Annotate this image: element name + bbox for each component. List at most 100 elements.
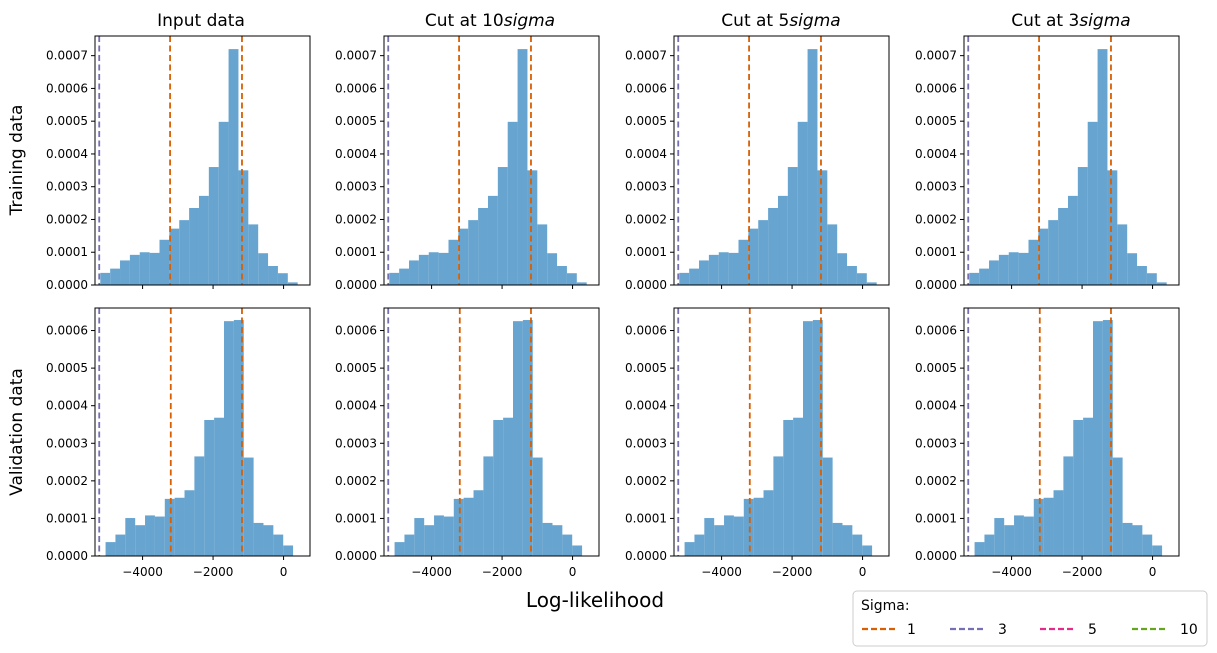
histogram-bar <box>394 542 405 556</box>
histogram-bar <box>763 490 774 556</box>
legend: Sigma: 1 3 5 10 <box>852 590 1208 647</box>
y-tick-label: 0.0004 <box>625 147 667 161</box>
histogram-bar <box>1132 525 1143 556</box>
y-tick-label: 0.0000 <box>915 549 957 563</box>
y-tick-label: 0.0002 <box>335 474 377 488</box>
y-tick-label: 0.0004 <box>915 147 957 161</box>
y-tick-label: 0.0002 <box>625 474 667 488</box>
plot-area <box>98 308 294 556</box>
histogram-bar <box>194 456 205 556</box>
histogram-bar <box>154 516 165 556</box>
legend-frame <box>852 590 1208 647</box>
histogram-bar <box>414 518 425 556</box>
histogram-bar <box>1093 321 1103 556</box>
histogram-bar <box>728 252 739 285</box>
histogram-bar <box>1067 195 1078 285</box>
x-tick-label: 0 <box>1149 565 1157 579</box>
y-tick-label: 0.0003 <box>46 436 88 450</box>
histogram-bar <box>218 121 229 285</box>
histogram-bar <box>493 419 504 556</box>
histogram-bar <box>714 525 725 556</box>
histogram-bar <box>1073 419 1084 556</box>
y-tick-label: 0.0000 <box>915 278 957 292</box>
histogram-bar <box>238 170 249 285</box>
histogram-bar <box>684 542 695 556</box>
histogram-bar <box>268 266 278 285</box>
y-tick-label: 0.0006 <box>46 324 88 338</box>
histogram-bar <box>969 272 980 285</box>
plot-area <box>98 36 298 285</box>
y-tick-label: 0.0004 <box>335 399 377 413</box>
panel-validation-2: 0.0000 0.0001 0.0002 0.0003 0.0004 0.0005 0.00… <box>335 307 600 579</box>
histogram-bar <box>517 49 528 285</box>
histogram-bar <box>704 518 715 556</box>
histogram-bar <box>283 545 294 556</box>
plot-area <box>967 36 1167 285</box>
histogram-bar <box>532 457 543 556</box>
y-tick-label: 0.0001 <box>46 511 88 525</box>
histogram-bar <box>404 534 415 556</box>
histogram-bar <box>179 220 190 285</box>
histogram-bar <box>994 518 1005 556</box>
histogram-bar <box>743 498 754 556</box>
axes-frame <box>673 35 890 286</box>
histogram-bar <box>120 260 130 285</box>
histogram-bar <box>1048 220 1059 285</box>
y-tick-label: 0.0005 <box>915 361 957 375</box>
histogram-bar <box>1063 456 1074 556</box>
histogram-bar <box>159 239 170 285</box>
histogram-bar <box>768 208 778 285</box>
y-tick-label: 0.0006 <box>625 324 667 338</box>
histogram-bar <box>198 195 209 285</box>
y-tick-label: 0.0002 <box>335 212 377 226</box>
histogram-bar <box>689 268 700 285</box>
histogram-bar <box>115 534 126 556</box>
y-tick-label: 0.0003 <box>46 180 88 194</box>
histogram-bar <box>224 321 234 556</box>
y-tick-label: 0.0000 <box>46 278 88 292</box>
histogram-bar <box>822 457 833 556</box>
histogram-bar <box>478 208 488 285</box>
y-tick-label: 0.0001 <box>625 511 667 525</box>
axes-frame <box>963 307 1180 557</box>
y-tick-label: 0.0007 <box>46 49 88 63</box>
histogram-bar <box>552 525 563 556</box>
histogram-bar <box>724 515 734 556</box>
histogram-bar <box>428 252 439 285</box>
histogram-bar <box>135 525 146 556</box>
y-tick-label: 0.0001 <box>915 511 957 525</box>
histogram-bar <box>1083 417 1093 556</box>
histogram-bar <box>537 224 548 285</box>
panel-validation-1: 0.0000 0.0001 0.0002 0.0003 0.0004 0.0005 0.00… <box>46 307 311 579</box>
panel-training-4: 0.0000 0.0001 0.0002 0.0003 0.0004 0.0005 0.00… <box>915 35 1180 292</box>
histogram-bar <box>399 268 410 285</box>
histogram-bar <box>807 49 818 285</box>
column-title-input-data: Input data <box>157 11 245 31</box>
column-title-cut-3-sigma: Cut at 3sigma <box>1011 11 1130 31</box>
y-tick-label: 0.0007 <box>915 49 957 63</box>
x-tick-label: 0 <box>859 565 867 579</box>
histogram-bar <box>513 321 523 556</box>
histogram-bar <box>856 273 867 285</box>
legend-title: Sigma: <box>861 598 910 614</box>
column-title-cut-5-sigma: Cut at 5sigma <box>721 11 840 31</box>
y-tick-label: 0.0004 <box>625 399 667 413</box>
histogram-bar <box>389 272 400 285</box>
histogram-bar <box>842 525 853 556</box>
axes-frame <box>673 307 890 557</box>
histogram-bar <box>448 239 459 285</box>
panel-validation-3: 0.0000 0.0001 0.0002 0.0003 0.0004 0.0005 0.00… <box>625 307 890 579</box>
histogram-bar <box>1142 534 1153 556</box>
histogram-bar <box>847 266 857 285</box>
histogram-bar <box>974 542 985 556</box>
histogram-bar <box>125 518 136 556</box>
histogram-bar <box>228 49 239 285</box>
histogram-bar <box>738 239 749 285</box>
histogram-bar <box>694 534 705 556</box>
y-tick-label: 0.0005 <box>625 361 667 375</box>
histogram-bar <box>1008 252 1019 285</box>
histogram-bar <box>866 282 877 285</box>
histogram-bar <box>503 417 513 556</box>
y-tick-label: 0.0005 <box>46 361 88 375</box>
histogram-bar <box>1102 320 1113 556</box>
